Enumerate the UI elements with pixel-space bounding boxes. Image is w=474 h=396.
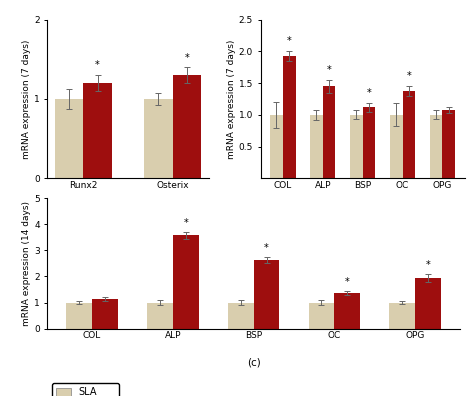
Bar [228,303,254,329]
Text: *: * [95,61,100,70]
Text: (a): (a) [121,213,135,223]
Bar [173,75,201,178]
Legend: SLA, Mn-SLA: SLA, Mn-SLA [52,383,119,396]
Text: *: * [407,71,411,81]
Bar [147,303,173,329]
Bar [442,110,455,178]
Bar [415,278,441,329]
Text: *: * [366,88,371,98]
Bar [92,299,118,329]
Bar [270,115,283,178]
Bar [350,115,363,178]
Bar [363,107,375,178]
Y-axis label: mRNA expression (7 days): mRNA expression (7 days) [22,39,31,159]
Bar [430,115,442,178]
Bar [334,293,360,329]
Text: *: * [184,53,189,63]
Text: *: * [287,36,292,46]
Text: (b): (b) [356,213,370,223]
Bar [323,86,336,178]
Bar [390,115,402,178]
Bar [144,99,173,178]
Text: *: * [264,244,269,253]
Y-axis label: mRNA expression (14 days): mRNA expression (14 days) [22,201,31,326]
Bar [402,91,415,178]
Bar [389,303,415,329]
Bar [173,235,199,329]
Text: (c): (c) [246,358,261,367]
Bar [55,99,83,178]
Bar [66,303,92,329]
Text: *: * [183,218,188,228]
Y-axis label: mRNA expression (7 days): mRNA expression (7 days) [227,39,236,159]
Text: *: * [345,277,350,287]
Text: *: * [426,261,430,270]
Bar [254,260,280,329]
Bar [283,56,295,178]
Bar [83,83,112,178]
Bar [309,303,334,329]
Bar [310,115,323,178]
Text: *: * [327,65,331,75]
